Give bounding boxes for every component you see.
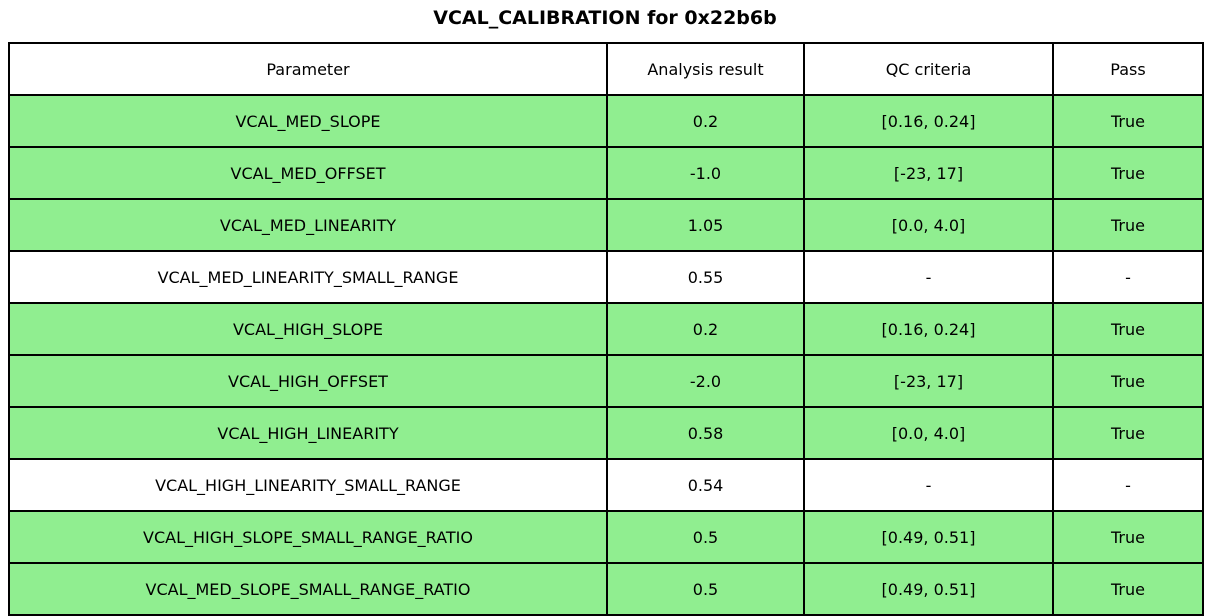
table-row: VCAL_HIGH_LINEARITY_SMALL_RANGE 0.54- -: [8, 458, 1204, 512]
cell-qc-criteria: -: [803, 250, 1054, 304]
table-row: VCAL_HIGH_SLOPE 0.2 [0.16, 0.24] True: [8, 302, 1204, 356]
cell-pass: True: [1052, 406, 1204, 460]
cell-pass: -: [1052, 250, 1204, 304]
cell-parameter: VCAL_HIGH_LINEARITY: [8, 406, 608, 460]
cell-analysis-result: 0.2: [606, 302, 805, 356]
cell-analysis-result: -1.0: [606, 146, 805, 200]
table-row: VCAL_MED_SLOPE 0.2 [0.16, 0.24] True: [8, 94, 1204, 148]
table-row: VCAL_MED_LINEARITY_SMALL_RANGE 0.55- -: [8, 250, 1204, 304]
header-row: Parameter Analysis result QC criteria Pa…: [8, 42, 1204, 96]
table-row: VCAL_HIGH_LINEARITY 0.58 [0.0, 4.0] True: [8, 406, 1204, 460]
cell-pass: -: [1052, 458, 1204, 512]
cell-qc-criteria: [0.49, 0.51]: [803, 562, 1054, 616]
cell-pass: True: [1052, 94, 1204, 148]
figure-title: VCAL_CALIBRATION for 0x22b6b: [433, 7, 777, 29]
cell-pass: True: [1052, 562, 1204, 616]
cell-pass: True: [1052, 146, 1204, 200]
cell-qc-criteria: -: [803, 458, 1054, 512]
column-header-analysis-result: Analysis result: [606, 42, 805, 96]
cell-qc-criteria: [0.16, 0.24]: [803, 94, 1054, 148]
cell-analysis-result: 0.58: [606, 406, 805, 460]
cell-pass: True: [1052, 302, 1204, 356]
column-header-pass: Pass: [1052, 42, 1204, 96]
table-row: VCAL_MED_SLOPE_SMALL_RANGE_RATIO 0.5 [0.49…: [8, 562, 1204, 616]
table-row: VCAL_HIGH_OFFSET -2.0 [-23, 17] True: [8, 354, 1204, 408]
cell-parameter: VCAL_MED_OFFSET: [8, 146, 608, 200]
table-body: VCAL_MED_SLOPE 0.2 [0.16, 0.24] True VCAL_ME…: [8, 94, 1204, 616]
cell-analysis-result: -2.0: [606, 354, 805, 408]
column-header-parameter: Parameter: [8, 42, 608, 96]
cell-analysis-result: 0.54: [606, 458, 805, 512]
cell-qc-criteria: [-23, 17]: [803, 354, 1054, 408]
cell-qc-criteria: [0.0, 4.0]: [803, 406, 1054, 460]
cell-analysis-result: 0.55: [606, 250, 805, 304]
cell-qc-criteria: [-23, 17]: [803, 146, 1054, 200]
table-row: VCAL_MED_LINEARITY 1.05 [0.0, 4.0] True: [8, 198, 1204, 252]
cell-parameter: VCAL_HIGH_OFFSET: [8, 354, 608, 408]
cell-parameter: VCAL_HIGH_LINEARITY_SMALL_RANGE: [8, 458, 608, 512]
cell-parameter: VCAL_HIGH_SLOPE: [8, 302, 608, 356]
cell-analysis-result: 1.05: [606, 198, 805, 252]
cell-analysis-result: 0.5: [606, 562, 805, 616]
cell-analysis-result: 0.5: [606, 510, 805, 564]
cell-pass: True: [1052, 354, 1204, 408]
cell-qc-criteria: [0.49, 0.51]: [803, 510, 1054, 564]
cell-qc-criteria: [0.0, 4.0]: [803, 198, 1054, 252]
cell-analysis-result: 0.2: [606, 94, 805, 148]
column-header-qc-criteria: QC criteria: [803, 42, 1054, 96]
cell-parameter: VCAL_MED_LINEARITY: [8, 198, 608, 252]
cell-parameter: VCAL_HIGH_SLOPE_SMALL_RANGE_RATIO: [8, 510, 608, 564]
table-row: VCAL_MED_OFFSET -1.0 [-23, 17] True: [8, 146, 1204, 200]
cell-qc-criteria: [0.16, 0.24]: [803, 302, 1054, 356]
cell-parameter: VCAL_MED_SLOPE: [8, 94, 608, 148]
cell-parameter: VCAL_MED_LINEARITY_SMALL_RANGE: [8, 250, 608, 304]
cell-pass: True: [1052, 198, 1204, 252]
qc-results-table: Parameter Analysis result QC criteria Pa…: [8, 42, 1204, 616]
cell-pass: True: [1052, 510, 1204, 564]
table-row: VCAL_HIGH_SLOPE_SMALL_RANGE_RATIO 0.5 [0.4…: [8, 510, 1204, 564]
cell-parameter: VCAL_MED_SLOPE_SMALL_RANGE_RATIO: [8, 562, 608, 616]
